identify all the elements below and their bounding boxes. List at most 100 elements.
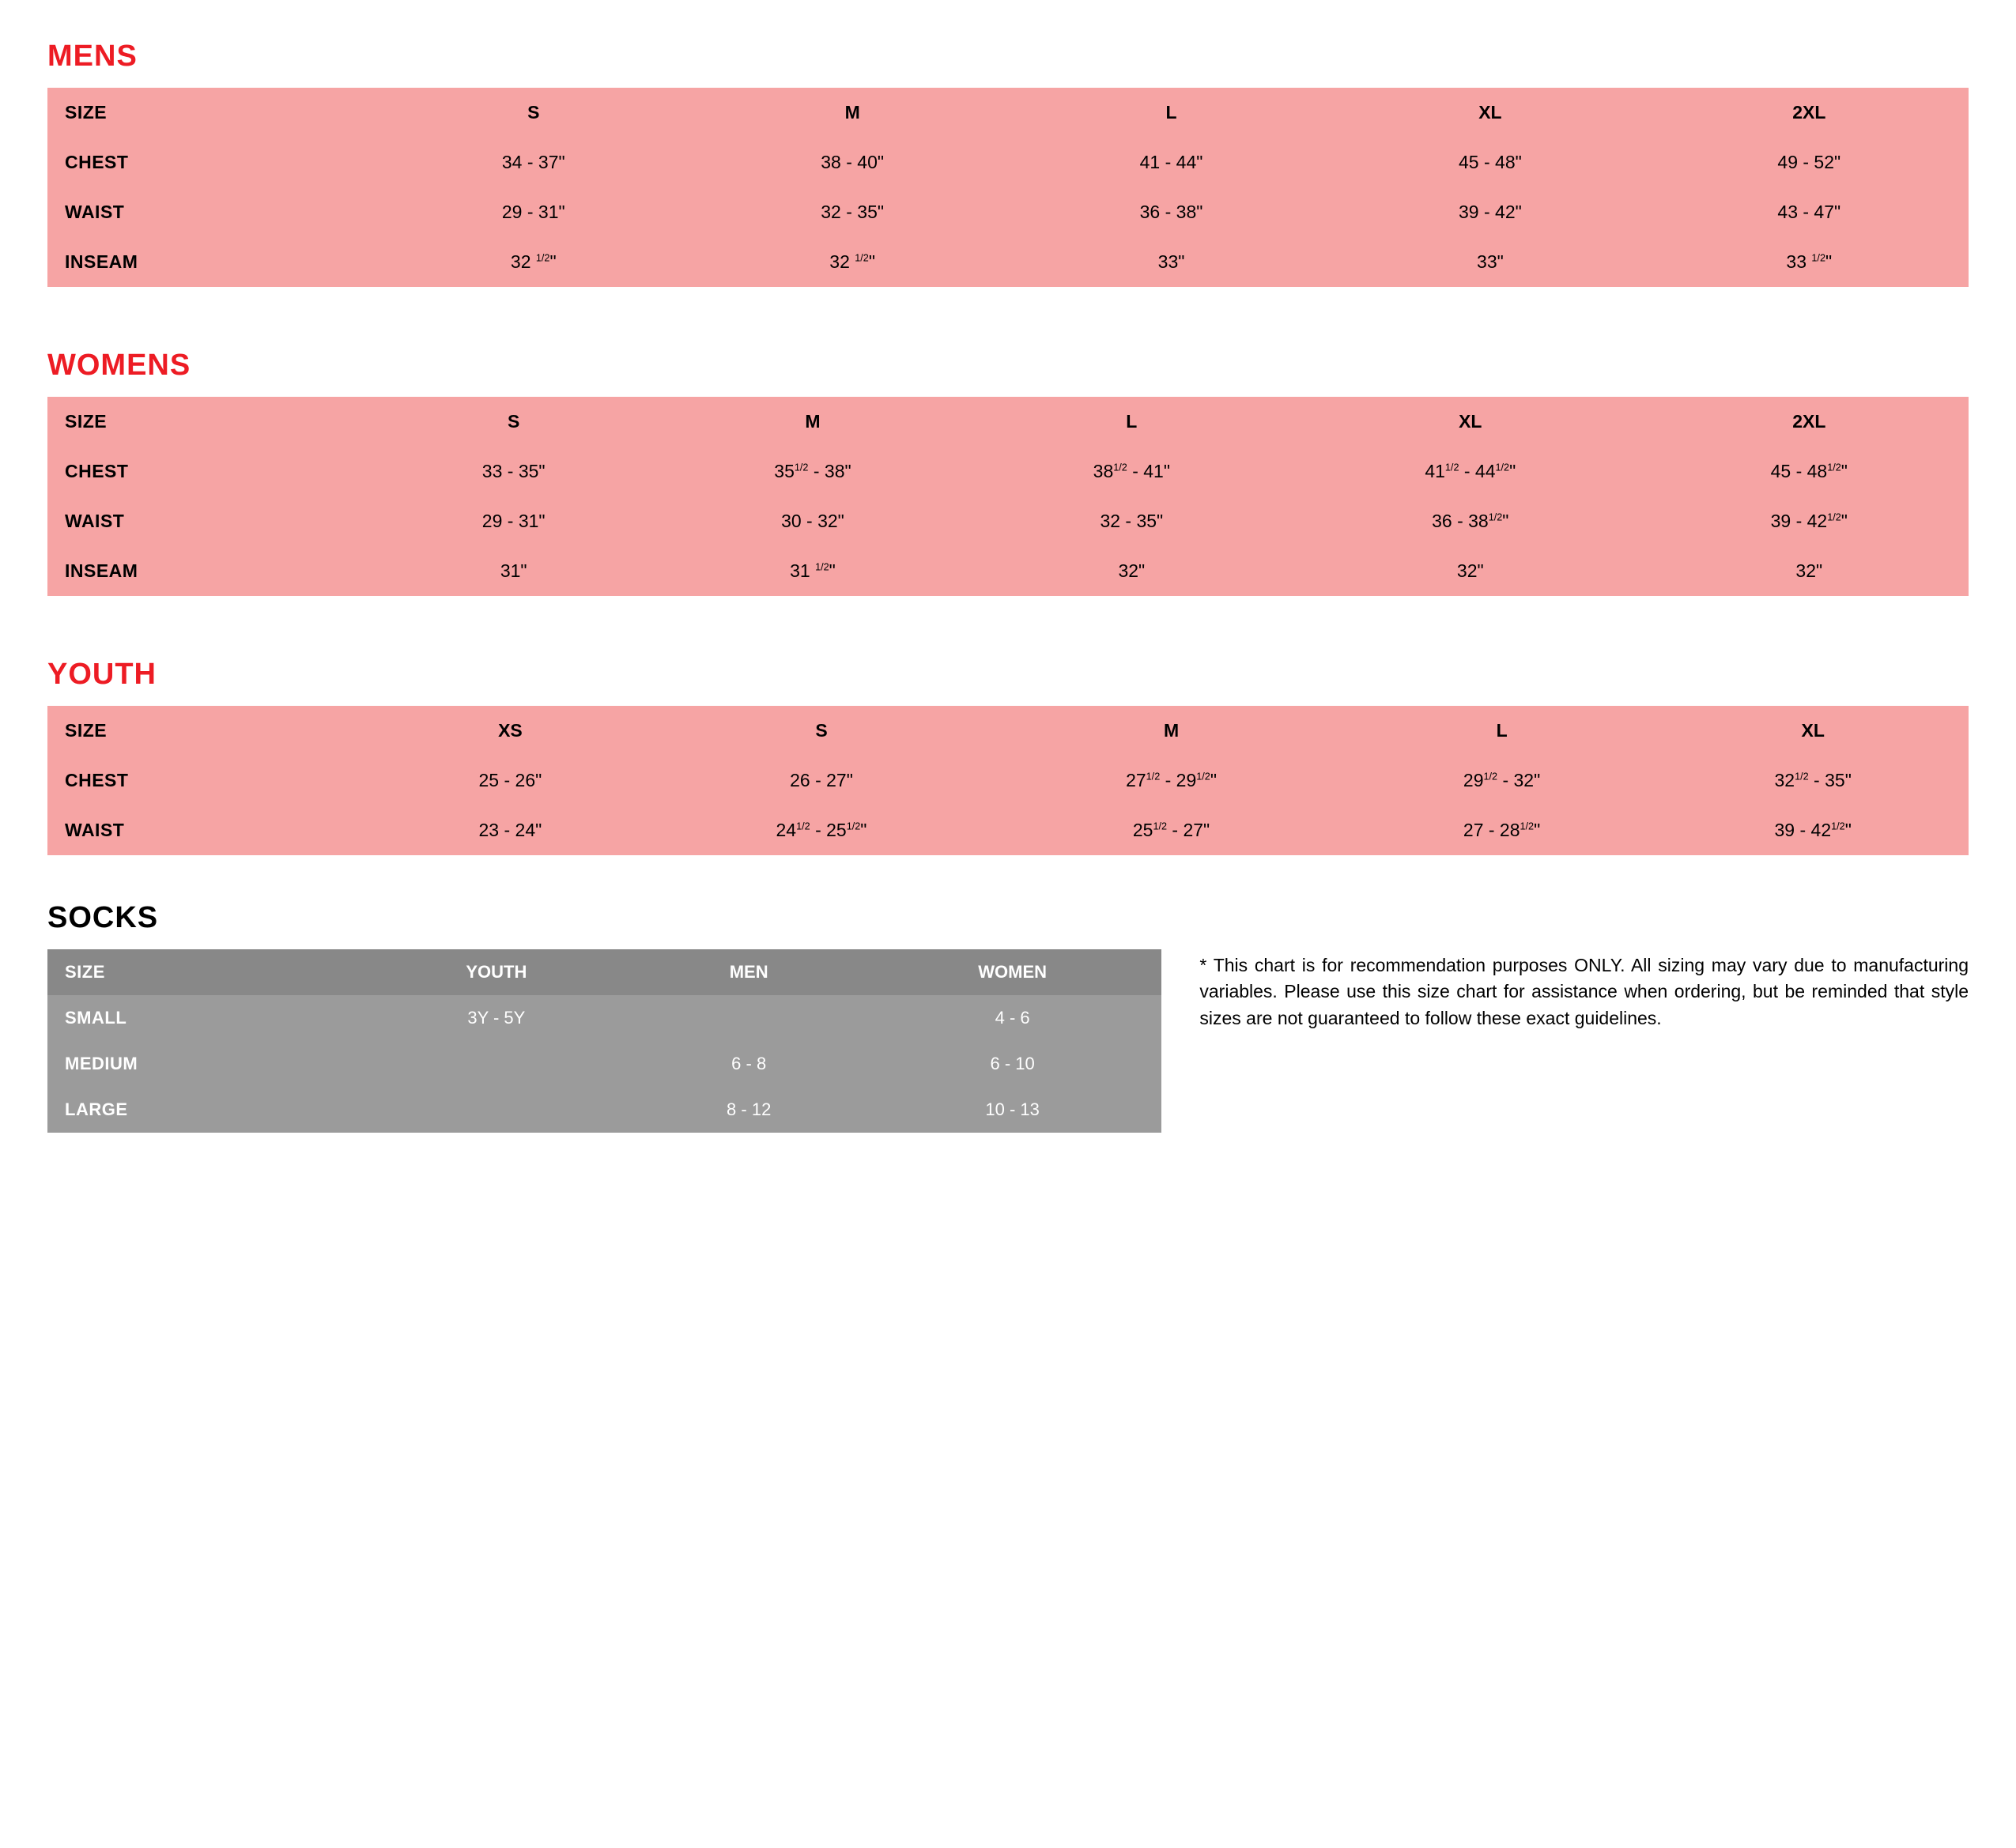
socks-cell (634, 995, 863, 1041)
mens-row-label: INSEAM (47, 237, 374, 287)
womens-row: WAIST29 - 31"30 - 32"32 - 35"36 - 381/2"… (47, 496, 1969, 546)
mens-col-header: XL (1331, 88, 1649, 138)
youth-cell: 241/2 - 251/2" (647, 805, 997, 855)
mens-body: CHEST34 - 37"38 - 40"41 - 44"45 - 48"49 … (47, 138, 1969, 287)
socks-cell: 3Y - 5Y (358, 995, 634, 1041)
mens-cell: 34 - 37" (374, 138, 693, 187)
bottom-row: SIZEYOUTHMENWOMEN SMALL3Y - 5Y 4 - 6 MEDIU… (47, 949, 1969, 1133)
socks-header-row: SIZEYOUTHMENWOMEN (47, 949, 1161, 995)
womens-row-label: CHEST (47, 447, 374, 496)
socks-body: SMALL3Y - 5Y4 - 6MEDIUM6 - 86 - 10LARGE8… (47, 995, 1161, 1133)
womens-col-header: M (653, 397, 972, 447)
youth-body: CHEST25 - 26"26 - 27"271/2 - 291/2"291/2… (47, 756, 1969, 855)
youth-cell: 25 - 26" (374, 756, 647, 805)
mens-cell: 32 - 35" (693, 187, 1011, 237)
mens-cell: 45 - 48" (1331, 138, 1649, 187)
youth-cell: 39 - 421/2" (1657, 805, 1969, 855)
mens-header-row: SIZESMLXL2XL (47, 88, 1969, 138)
mens-cell: 33 1/2" (1650, 237, 1969, 287)
socks-col-header: SIZE (47, 949, 358, 995)
mens-cell: 32 1/2" (374, 237, 693, 287)
mens-row: WAIST29 - 31"32 - 35"36 - 38"39 - 42"43 … (47, 187, 1969, 237)
socks-col-header: WOMEN (863, 949, 1162, 995)
socks-title: SOCKS (47, 901, 1969, 935)
socks-row-label: MEDIUM (47, 1041, 358, 1087)
womens-row: INSEAM31"31 1/2"32"32"32" (47, 546, 1969, 596)
mens-title: MENS (47, 40, 1969, 74)
womens-cell: 33 - 35" (374, 447, 653, 496)
youth-cell: 251/2 - 27" (996, 805, 1346, 855)
youth-table: SIZEXSSMLXL CHEST25 - 26"26 - 27"271/2 -… (47, 706, 1969, 855)
mens-row: CHEST34 - 37"38 - 40"41 - 44"45 - 48"49 … (47, 138, 1969, 187)
womens-row-label: WAIST (47, 496, 374, 546)
mens-cell: 32 1/2" (693, 237, 1011, 287)
socks-cell (358, 1041, 634, 1087)
womens-table: SIZESMLXL2XL CHEST33 - 35"351/2 - 38"381… (47, 397, 1969, 596)
mens-cell: 29 - 31" (374, 187, 693, 237)
mens-row-label: CHEST (47, 138, 374, 187)
mens-cell: 36 - 38" (1012, 187, 1331, 237)
socks-cell: 6 - 8 (634, 1041, 863, 1087)
mens-col-header: S (374, 88, 693, 138)
womens-cell: 32 - 35" (972, 496, 1291, 546)
socks-cell (358, 1087, 634, 1133)
youth-col-header: XS (374, 706, 647, 756)
mens-col-header: SIZE (47, 88, 374, 138)
womens-cell: 29 - 31" (374, 496, 653, 546)
youth-row: CHEST25 - 26"26 - 27"271/2 - 291/2"291/2… (47, 756, 1969, 805)
womens-title: WOMENS (47, 349, 1969, 383)
womens-cell: 32" (1291, 546, 1650, 596)
youth-cell: 291/2 - 32" (1346, 756, 1658, 805)
womens-body: CHEST33 - 35"351/2 - 38"381/2 - 41"411/2… (47, 447, 1969, 596)
socks-row: LARGE 8 - 1210 - 13 (47, 1087, 1161, 1133)
socks-cell: 4 - 6 (863, 995, 1162, 1041)
mens-cell: 43 - 47" (1650, 187, 1969, 237)
mens-table: SIZESMLXL2XL CHEST34 - 37"38 - 40"41 - 4… (47, 88, 1969, 287)
womens-cell: 31" (374, 546, 653, 596)
socks-col-header: YOUTH (358, 949, 634, 995)
youth-header-row: SIZEXSSMLXL (47, 706, 1969, 756)
womens-cell: 36 - 381/2" (1291, 496, 1650, 546)
womens-section: WOMENS SIZESMLXL2XL CHEST33 - 35"351/2 -… (47, 349, 1969, 596)
disclaimer-text: * This chart is for recommendation purpo… (1199, 949, 1969, 1031)
disclaimer-body: This chart is for recommendation purpose… (1199, 955, 1969, 1028)
mens-section: MENS SIZESMLXL2XL CHEST34 - 37"38 - 40"4… (47, 40, 1969, 287)
womens-cell: 381/2 - 41" (972, 447, 1291, 496)
womens-col-header: XL (1291, 397, 1650, 447)
socks-row-label: SMALL (47, 995, 358, 1041)
womens-cell: 32" (972, 546, 1291, 596)
youth-col-header: L (1346, 706, 1658, 756)
youth-cell: 27 - 281/2" (1346, 805, 1658, 855)
mens-col-header: M (693, 88, 1011, 138)
youth-cell: 26 - 27" (647, 756, 997, 805)
mens-cell: 33" (1012, 237, 1331, 287)
womens-header-row: SIZESMLXL2XL (47, 397, 1969, 447)
womens-row: CHEST33 - 35"351/2 - 38"381/2 - 41"411/2… (47, 447, 1969, 496)
mens-row-label: WAIST (47, 187, 374, 237)
womens-col-header: L (972, 397, 1291, 447)
socks-cell: 10 - 13 (863, 1087, 1162, 1133)
disclaimer-star: * (1199, 955, 1213, 975)
womens-cell: 351/2 - 38" (653, 447, 972, 496)
womens-cell: 32" (1650, 546, 1969, 596)
youth-col-header: M (996, 706, 1346, 756)
socks-row-label: LARGE (47, 1087, 358, 1133)
womens-col-header: S (374, 397, 653, 447)
mens-cell: 41 - 44" (1012, 138, 1331, 187)
womens-cell: 45 - 481/2" (1650, 447, 1969, 496)
womens-col-header: SIZE (47, 397, 374, 447)
mens-col-header: L (1012, 88, 1331, 138)
womens-row-label: INSEAM (47, 546, 374, 596)
socks-row: SMALL3Y - 5Y 4 - 6 (47, 995, 1161, 1041)
mens-col-header: 2XL (1650, 88, 1969, 138)
socks-table: SIZEYOUTHMENWOMEN SMALL3Y - 5Y 4 - 6 MEDIU… (47, 949, 1161, 1133)
socks-cell: 8 - 12 (634, 1087, 863, 1133)
mens-row: INSEAM32 1/2"32 1/2"33"33"33 1/2" (47, 237, 1969, 287)
socks-block: SIZEYOUTHMENWOMEN SMALL3Y - 5Y 4 - 6 MEDIU… (47, 949, 1161, 1133)
womens-cell: 411/2 - 441/2" (1291, 447, 1650, 496)
youth-col-header: SIZE (47, 706, 374, 756)
mens-cell: 38 - 40" (693, 138, 1011, 187)
womens-cell: 39 - 421/2" (1650, 496, 1969, 546)
mens-cell: 49 - 52" (1650, 138, 1969, 187)
socks-row: MEDIUM6 - 86 - 10 (47, 1041, 1161, 1087)
